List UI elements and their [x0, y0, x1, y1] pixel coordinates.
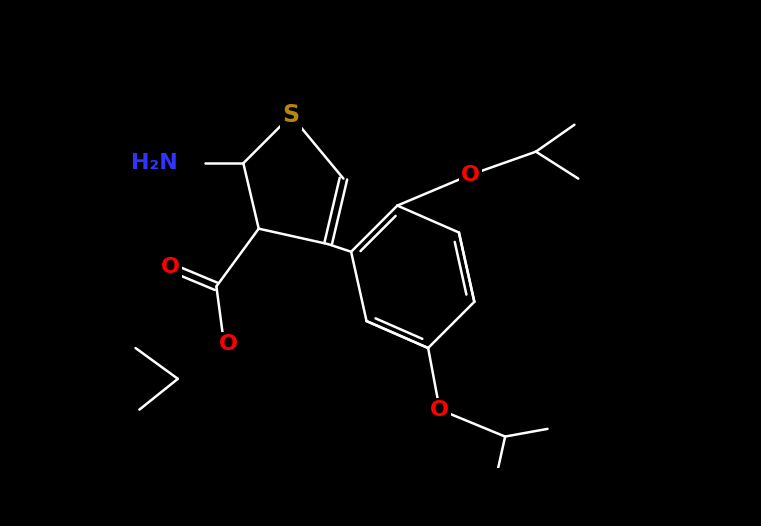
Text: O: O — [430, 400, 449, 420]
Text: O: O — [161, 257, 180, 277]
Text: S: S — [282, 104, 300, 127]
Text: H₂N: H₂N — [132, 153, 178, 173]
Text: O: O — [218, 334, 237, 354]
Text: O: O — [461, 165, 480, 185]
